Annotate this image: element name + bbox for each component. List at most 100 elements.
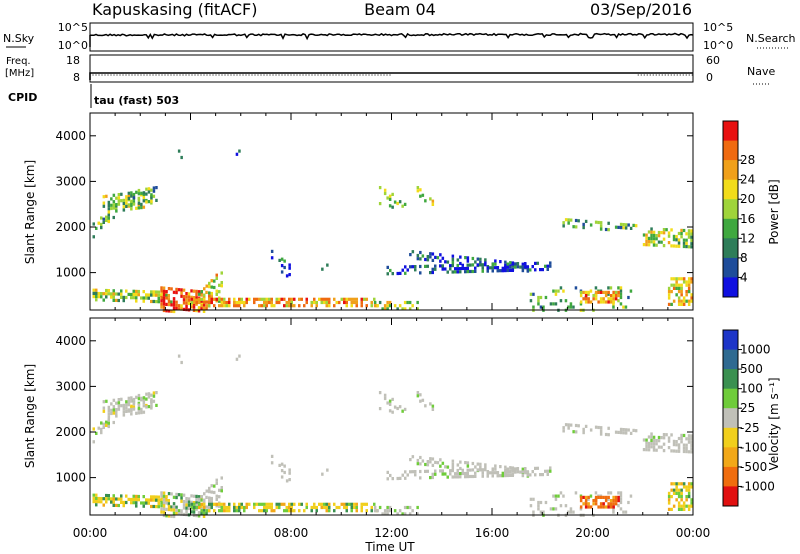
power-cell xyxy=(396,271,399,276)
power-cell xyxy=(584,294,588,298)
velocity-cell xyxy=(690,501,693,505)
velocity-cell xyxy=(270,454,274,458)
power-cell xyxy=(127,292,130,296)
velocity-cell xyxy=(100,427,103,431)
velocity-cell xyxy=(680,504,683,508)
velocity-cell xyxy=(675,485,678,489)
velocity-colorbar-tick-label: -1000 xyxy=(740,479,775,493)
velocity-cell xyxy=(105,497,108,501)
power-cell xyxy=(619,286,623,290)
velocity-cell xyxy=(200,502,203,506)
velocity-cell xyxy=(130,501,133,505)
velocity-cell xyxy=(182,500,186,504)
power-cell xyxy=(519,265,522,269)
velocity-cell xyxy=(499,474,502,478)
power-cell xyxy=(235,300,238,305)
velocity-cell xyxy=(531,470,534,474)
power-cell xyxy=(152,194,156,198)
velocity-cell xyxy=(476,462,480,466)
velocity-cell xyxy=(152,498,155,502)
velocity-cell xyxy=(105,500,108,504)
velocity-cell xyxy=(609,505,613,509)
power-cell xyxy=(225,300,228,305)
velocity-cell xyxy=(619,500,623,505)
velocity-cell xyxy=(187,503,191,507)
velocity-cell xyxy=(305,502,308,506)
power-cell xyxy=(506,265,509,269)
velocity-cell xyxy=(213,502,216,506)
power-cell xyxy=(238,297,241,301)
power-cell xyxy=(685,293,688,297)
power-cell xyxy=(248,297,251,301)
velocity-cell xyxy=(388,399,392,403)
power-cell xyxy=(130,194,133,198)
velocity-cell xyxy=(210,496,213,501)
velocity-cell xyxy=(280,502,283,506)
power-cell xyxy=(690,293,693,297)
velocity-cell xyxy=(208,486,211,490)
power-cell xyxy=(167,303,171,307)
power-cell xyxy=(612,294,615,298)
velocity-cell xyxy=(521,474,525,478)
power-cell xyxy=(180,294,183,298)
velocity-cell xyxy=(403,407,407,411)
velocity-cell xyxy=(416,462,420,466)
velocity-cell xyxy=(682,501,686,505)
power-cell xyxy=(285,304,288,308)
power-cell xyxy=(572,305,575,309)
power-cell xyxy=(657,230,661,235)
velocity-cell xyxy=(421,398,425,402)
power-cell xyxy=(318,297,321,301)
velocity-cell xyxy=(650,435,653,439)
power-cell xyxy=(215,297,218,301)
velocity-cell xyxy=(572,430,575,434)
power-cell xyxy=(135,299,138,303)
velocity-cell xyxy=(657,445,661,449)
velocity-cell xyxy=(388,509,392,513)
velocity-cell xyxy=(426,460,430,464)
velocity-cell xyxy=(429,476,432,480)
power-cell xyxy=(597,220,600,225)
colorbar-swatch xyxy=(723,330,738,350)
power-cell xyxy=(534,268,537,272)
power-cell xyxy=(667,290,671,294)
power-cell xyxy=(677,286,681,290)
velocity-cell xyxy=(569,423,573,427)
power-cell xyxy=(175,303,178,307)
power-cell xyxy=(549,302,553,306)
velocity-cell xyxy=(685,443,688,447)
power-cell xyxy=(345,300,348,305)
velocity-cell xyxy=(609,499,613,503)
power-cell xyxy=(185,304,188,308)
power-cell xyxy=(546,264,549,268)
velocity-cell xyxy=(350,509,353,513)
velocity-cell xyxy=(172,511,176,515)
power-cell xyxy=(190,300,193,305)
power-cell xyxy=(162,292,166,297)
power-cell xyxy=(677,244,681,248)
power-cell xyxy=(180,307,183,311)
velocity-cell xyxy=(419,476,422,480)
velocity-cell xyxy=(552,507,555,511)
power-cell xyxy=(594,220,598,224)
power-cell xyxy=(645,233,648,237)
power-cell xyxy=(142,196,146,200)
power-cell xyxy=(429,252,432,256)
velocity-cell xyxy=(617,491,620,495)
power-cell xyxy=(213,279,216,283)
power-cell xyxy=(419,264,422,269)
velocity-cell xyxy=(197,514,201,518)
power-cell xyxy=(120,199,123,203)
power-cell xyxy=(95,226,98,230)
velocity-cell xyxy=(486,474,489,478)
power-cell xyxy=(690,232,693,236)
power-cell xyxy=(238,300,241,305)
velocity-cell xyxy=(539,510,543,514)
velocity-cell xyxy=(419,469,422,474)
colorbar-swatch xyxy=(723,466,738,487)
power-cell xyxy=(614,294,618,298)
power-cell xyxy=(122,295,125,299)
power-cell xyxy=(170,287,173,291)
power-cell xyxy=(655,237,658,241)
